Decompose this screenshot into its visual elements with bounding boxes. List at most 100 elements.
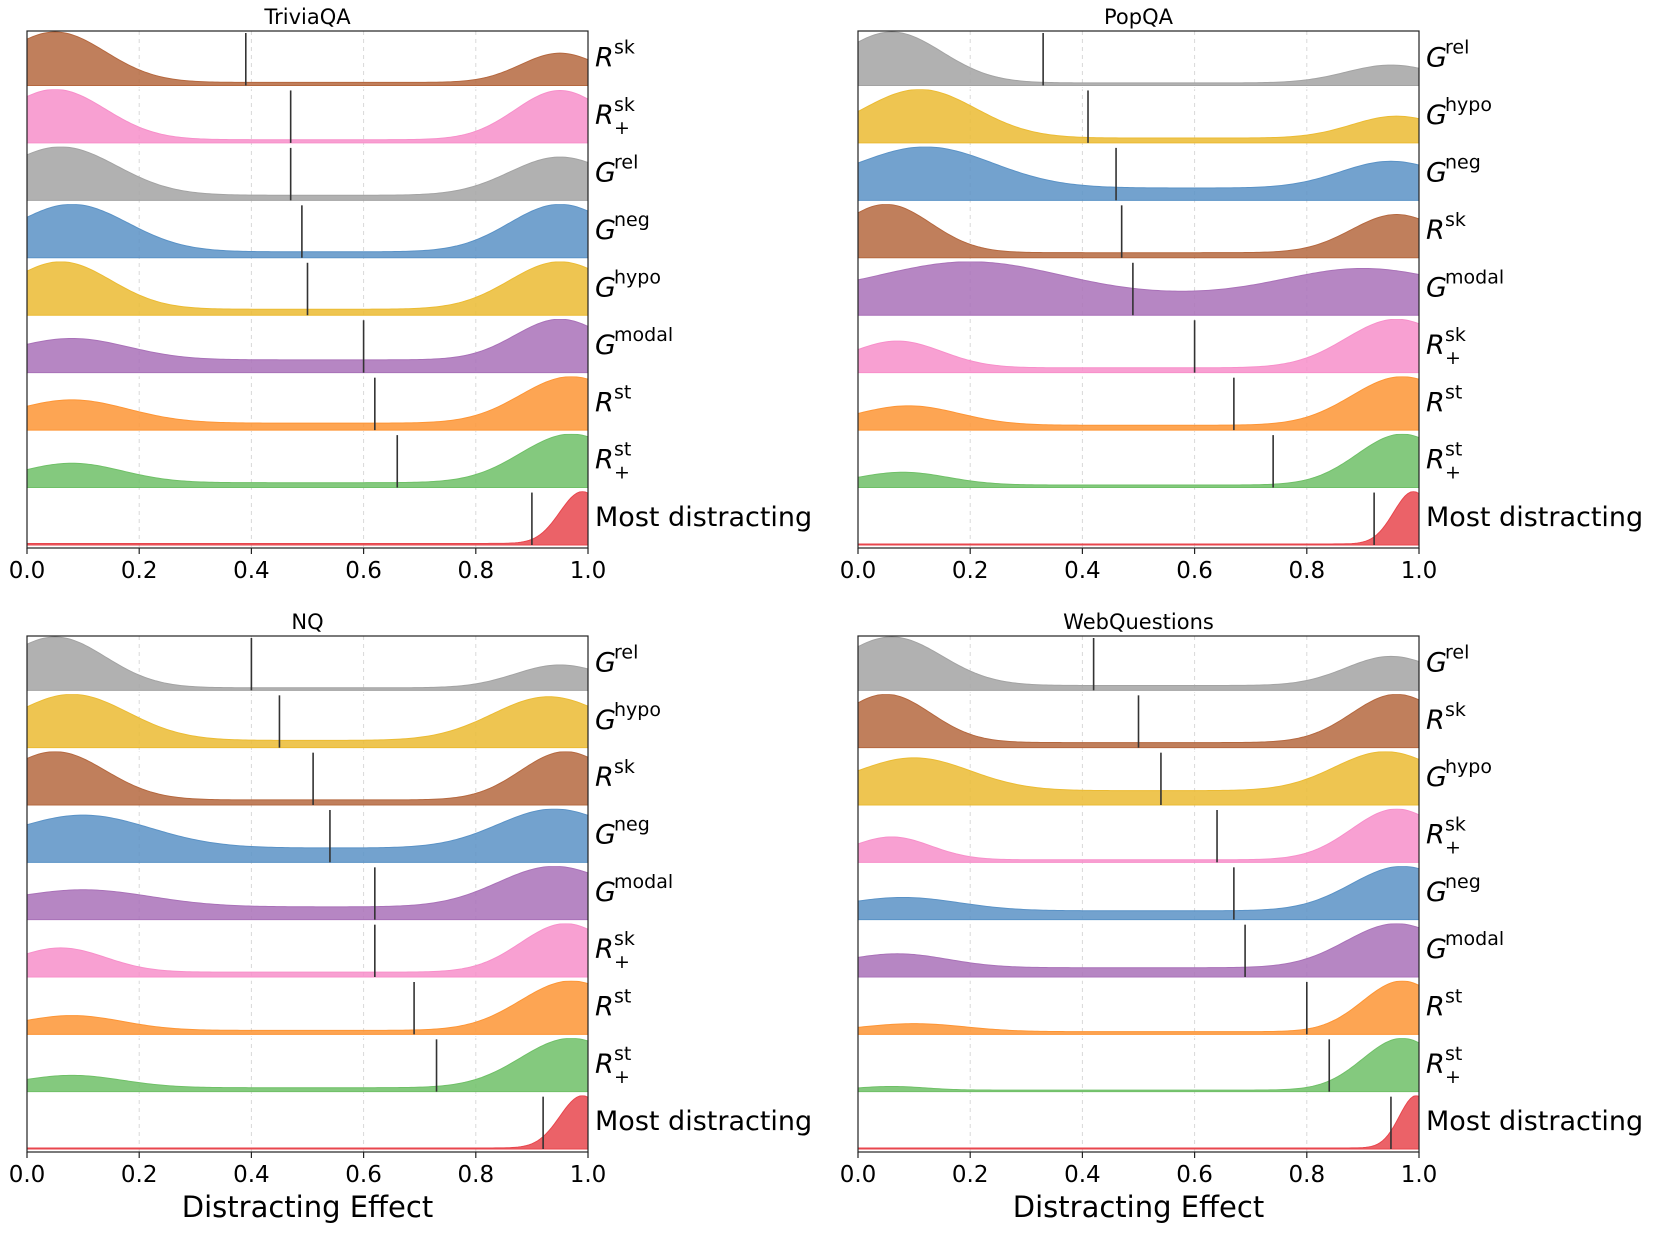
series-label: G <box>1426 648 1447 679</box>
series-label: G <box>595 272 616 303</box>
density-area <box>857 261 1420 316</box>
series-label-sup: hypo <box>614 266 661 288</box>
x-tick-label: 1.0 <box>1401 1162 1438 1188</box>
series-label: G <box>595 648 616 679</box>
series-label: R <box>1426 215 1445 246</box>
chart-title: NQ <box>291 610 323 634</box>
series-label-sup: hypo <box>1445 756 1492 778</box>
density-area <box>26 88 589 144</box>
series-label-base: G <box>1426 934 1447 965</box>
series-label: R <box>1426 1049 1445 1080</box>
series-label: G <box>595 330 616 361</box>
series-label: G <box>595 158 616 189</box>
series-label-sup: modal <box>1445 266 1504 288</box>
series-label-base: R <box>1426 445 1445 476</box>
series-label-base: G <box>595 820 616 851</box>
density-area <box>26 1095 589 1150</box>
axes-frame <box>857 30 1420 549</box>
series-label-sup: st <box>1445 439 1462 461</box>
series-label: R <box>595 100 614 131</box>
x-tick-label: 0.2 <box>121 1162 158 1188</box>
series-label-base: R <box>595 445 614 476</box>
series-label-sup: neg <box>614 209 650 231</box>
density-area <box>857 980 1420 1035</box>
density-area <box>26 923 589 978</box>
series-label-base: R <box>1426 330 1445 361</box>
series-label-sup: st <box>614 381 631 403</box>
x-tick-label: 0.4 <box>233 558 270 584</box>
series-label-base: Most distracting <box>1426 502 1643 533</box>
x-tick-label: 0.0 <box>9 558 46 584</box>
density-area <box>26 261 589 316</box>
series-label-base: R <box>595 387 614 418</box>
series-label-sup: sk <box>1445 209 1466 231</box>
series-label-sup: modal <box>614 324 673 346</box>
series-label-base: R <box>1426 992 1445 1023</box>
series-label: G <box>595 877 616 908</box>
x-tick-label: 0.4 <box>1064 1162 1101 1188</box>
series-label-base: R <box>595 1049 614 1080</box>
series-label: G <box>1426 158 1447 189</box>
series-label-base: R <box>595 100 614 131</box>
density-area <box>857 636 1420 691</box>
density-area <box>26 693 589 749</box>
series-label-base: G <box>595 215 616 246</box>
series-label-sub: + <box>1445 347 1461 369</box>
series-label-sup: sk <box>1445 699 1466 721</box>
x-tick-label: 0.2 <box>952 558 989 584</box>
chart-title: PopQA <box>1104 5 1174 29</box>
series-label-sup: sk <box>614 756 635 778</box>
series-label: R <box>595 992 614 1023</box>
series-label: R <box>1426 820 1445 851</box>
series-label-sup: st <box>614 439 631 461</box>
series-label-base: R <box>1426 705 1445 736</box>
x-tick-label: 0.4 <box>1064 558 1101 584</box>
x-axis-label: Distracting Effect <box>1013 1190 1264 1224</box>
series-label-sup: modal <box>614 871 673 893</box>
chart-title: WebQuestions <box>1063 610 1214 634</box>
series-label-sub: + <box>1445 462 1461 484</box>
series-label: R <box>595 762 614 793</box>
series-label-sup: sk <box>614 37 635 59</box>
series-label-sub: + <box>614 117 630 139</box>
series-label-sup: hypo <box>614 699 661 721</box>
series-label-base: Most distracting <box>595 1106 812 1137</box>
series-label-sub: + <box>614 951 630 973</box>
series-label: Most distracting <box>595 1106 812 1137</box>
axes-frame <box>26 30 589 549</box>
series-label-base: Most distracting <box>1426 1106 1643 1137</box>
x-tick-label: 0.0 <box>840 558 877 584</box>
series-label-base: G <box>595 330 616 361</box>
series-label-sup: rel <box>614 642 638 664</box>
series-label-sup: hypo <box>1445 94 1492 116</box>
axes-frame <box>857 635 1420 1153</box>
series-label-sup: modal <box>1445 928 1504 950</box>
series-label: G <box>1426 272 1447 303</box>
density-area <box>857 751 1420 806</box>
series-label-base: R <box>1426 820 1445 851</box>
density-area <box>857 376 1420 431</box>
series-label-sup: neg <box>1445 871 1481 893</box>
x-tick-label: 0.8 <box>458 1162 495 1188</box>
density-area <box>26 146 589 201</box>
series-label: R <box>595 387 614 418</box>
density-area <box>857 923 1420 978</box>
series-label-base: R <box>595 43 614 74</box>
x-tick-label: 1.0 <box>1401 558 1438 584</box>
density-area <box>857 318 1420 374</box>
density-area <box>26 980 589 1035</box>
x-tick-label: 0.2 <box>952 1162 989 1188</box>
x-tick-label: 0.0 <box>9 1162 46 1188</box>
series-label-sup: neg <box>614 814 650 836</box>
series-label: R <box>595 43 614 74</box>
x-tick-label: 0.8 <box>1289 558 1326 584</box>
x-tick-label: 1.0 <box>570 558 607 584</box>
x-tick-label: 0.2 <box>121 558 158 584</box>
series-label: G <box>1426 877 1447 908</box>
density-area <box>26 808 589 863</box>
series-label-sup: st <box>1445 1043 1462 1065</box>
density-area <box>26 433 589 489</box>
